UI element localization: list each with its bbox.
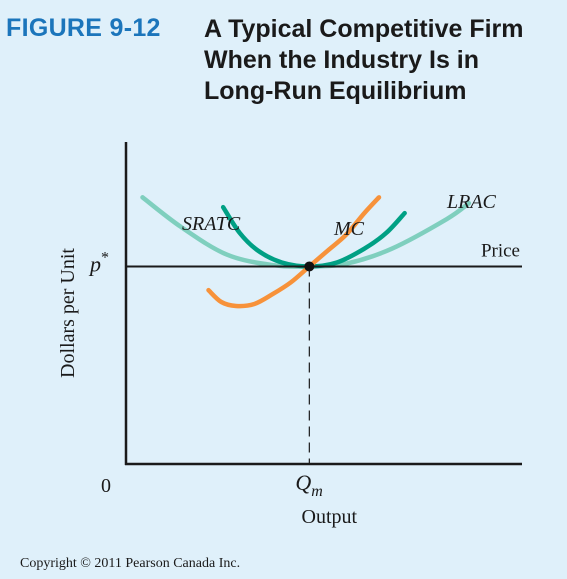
x-tick-label-qm: Qm [295, 470, 322, 500]
x-axis-label: Output [302, 506, 358, 528]
y-tick-label-p-star: p* [88, 249, 109, 276]
series-label-mc: MC [333, 218, 365, 240]
x-tick-label-zero: 0 [101, 475, 111, 497]
figure-title: A Typical Competitive Firm When the Indu… [204, 14, 564, 107]
equilibrium-point [304, 261, 315, 272]
price-line-label: Price [481, 240, 520, 261]
series-line-sratc [220, 204, 407, 269]
figure-title-line-2: When the Industry Is in [204, 46, 480, 74]
figure-title-line-1: A Typical Competitive Firm [204, 15, 524, 43]
y-axis-label: Dollars per Unit [57, 248, 79, 378]
copyright-notice: Copyright © 2011 Pearson Canada Inc. [20, 556, 241, 571]
series-label-lrac: LRAC [446, 191, 497, 213]
series-line-mc [206, 195, 382, 309]
figure-label: FIGURE 9-12 [6, 14, 161, 42]
series-label-sratc: SRATC [182, 213, 241, 235]
figure-title-line-3: Long-Run Equilibrium [204, 77, 467, 105]
